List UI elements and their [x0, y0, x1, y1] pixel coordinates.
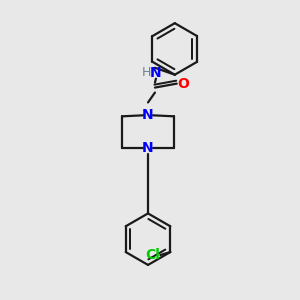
Text: H: H [141, 66, 151, 79]
Text: N: N [142, 141, 154, 155]
Text: Cl: Cl [145, 248, 160, 262]
Text: N: N [150, 66, 162, 80]
Text: O: O [178, 76, 190, 91]
Text: N: N [142, 108, 154, 122]
